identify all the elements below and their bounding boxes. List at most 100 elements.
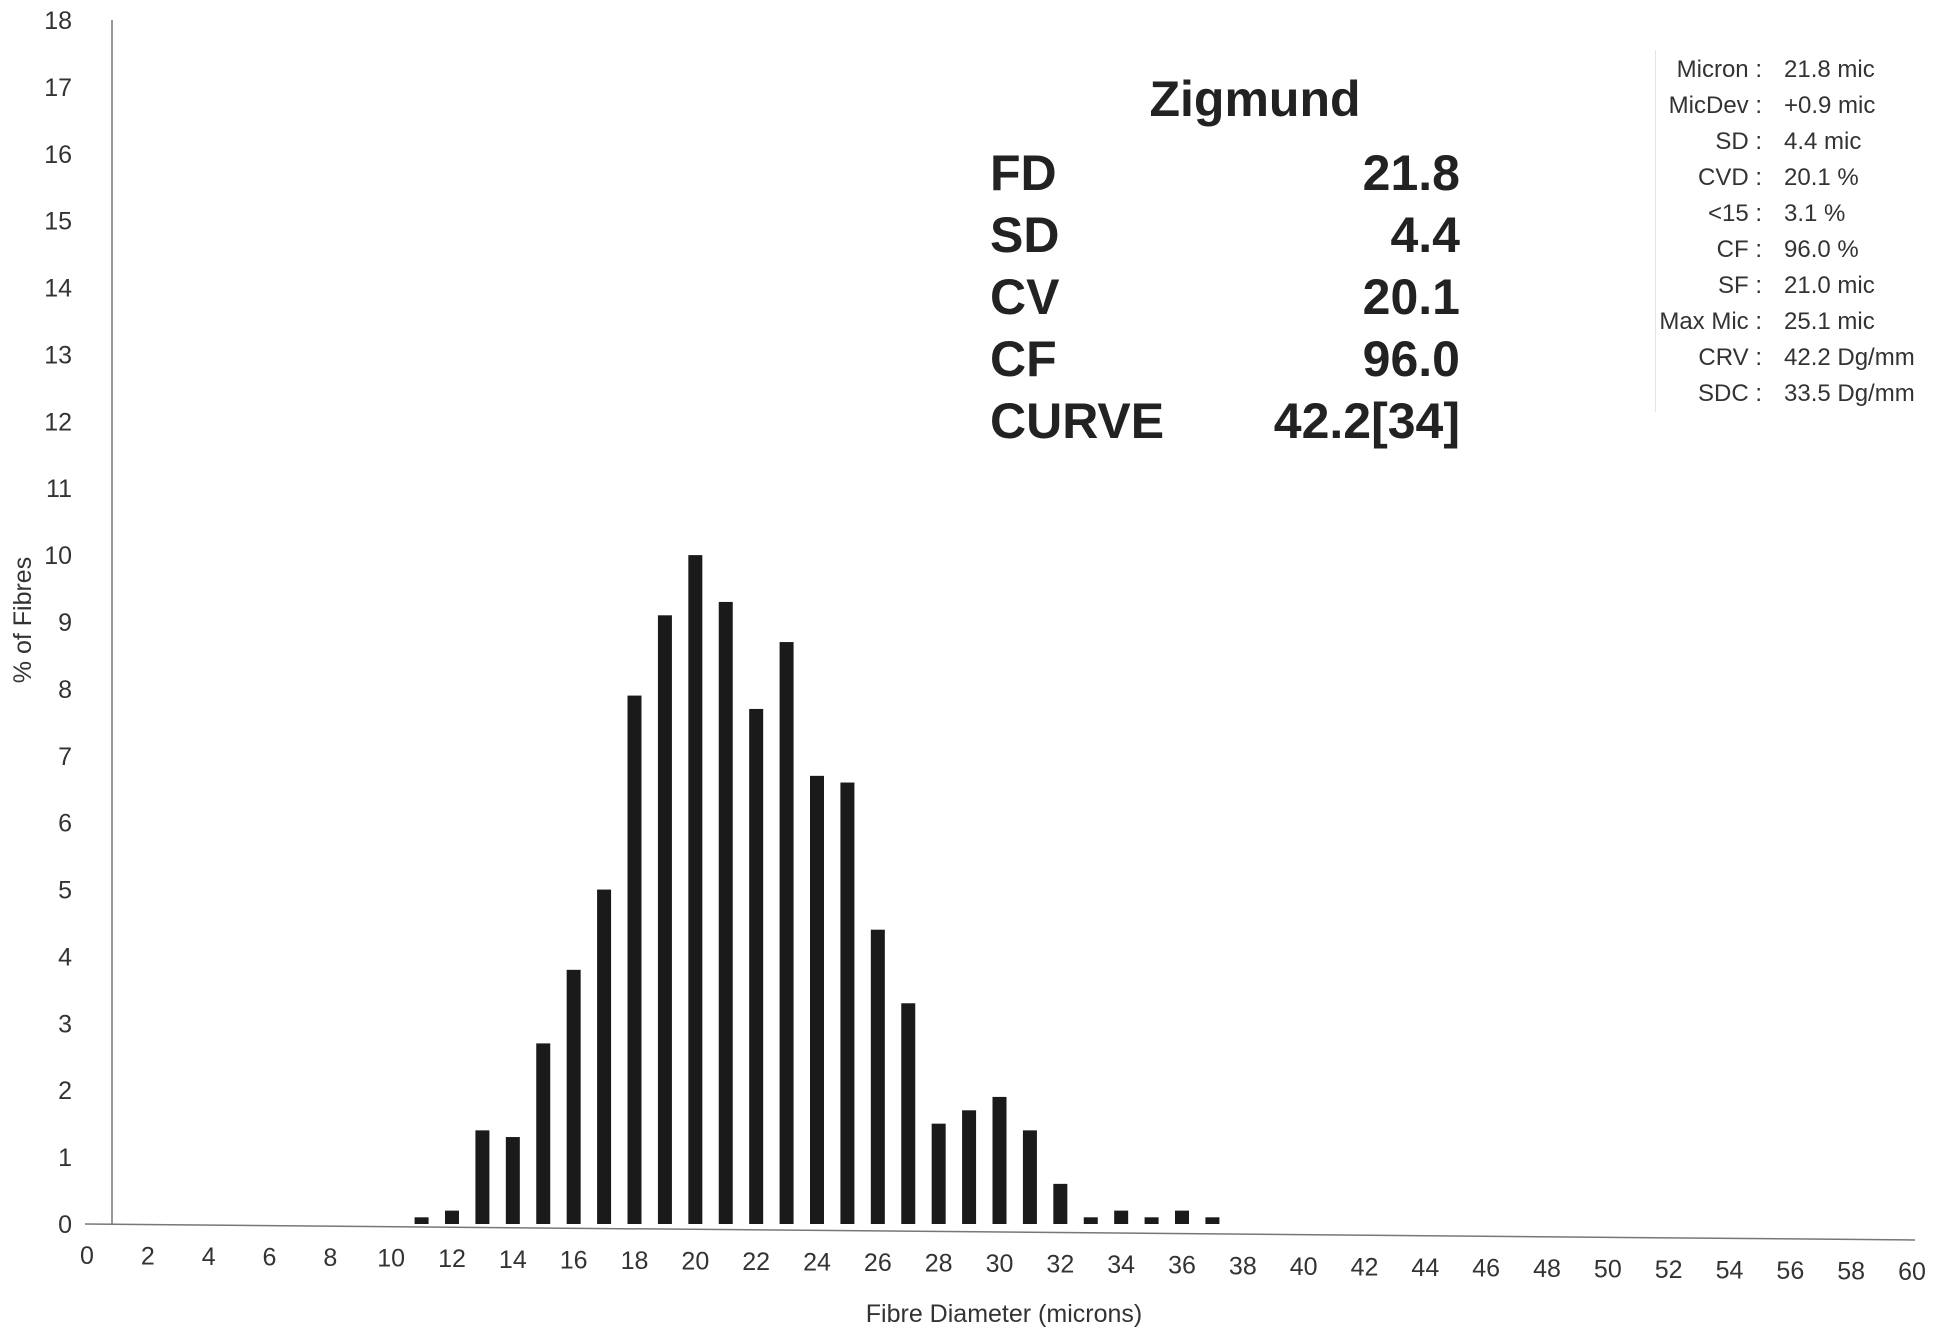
x-tick-label: 24 xyxy=(803,1248,831,1276)
stat-row: <15 : 3.1 % xyxy=(1656,196,1946,232)
stat-label: SF : xyxy=(1717,272,1762,299)
stat-row: CF : 96.0 % xyxy=(1656,232,1946,268)
bar xyxy=(566,969,581,1224)
summary-label: CF xyxy=(990,331,1057,387)
y-tick-label: 1 xyxy=(58,1144,72,1172)
bar xyxy=(931,1123,946,1224)
stat-row: MicDev : +0.9 mic xyxy=(1656,88,1946,124)
summary-box: Zigmund FD 21.8 SD 4.4 CV 20.1 CF 96.0 CURVE 42.2… xyxy=(990,70,1460,452)
stat-value: 33.5 Dg/mm xyxy=(1784,380,1915,407)
bar xyxy=(901,1003,916,1224)
stat-value: 21.0 mic xyxy=(1784,272,1875,299)
stat-value: 20.1 % xyxy=(1784,164,1859,191)
y-tick-label: 2 xyxy=(58,1077,72,1105)
x-tick-label: 60 xyxy=(1898,1258,1926,1286)
x-axis-line xyxy=(84,1223,1916,1241)
summary-value: 21.8 xyxy=(1362,145,1460,201)
summary-rows: FD 21.8 SD 4.4 CV 20.1 CF 96.0 CURVE 42.2[34] xyxy=(990,142,1460,452)
x-tick-label: 16 xyxy=(560,1246,588,1274)
bar xyxy=(718,601,733,1224)
bars-group xyxy=(414,555,1220,1224)
y-tick-label: 18 xyxy=(44,7,72,35)
stat-label: Micron : xyxy=(1676,56,1762,83)
bar xyxy=(962,1110,977,1224)
summary-row: SD 4.4 xyxy=(990,204,1460,266)
bar xyxy=(1114,1210,1129,1224)
x-tick-label: 6 xyxy=(263,1244,277,1272)
x-tick-label: 54 xyxy=(1716,1257,1744,1285)
stats-rows: Micron : 21.8 mic MicDev : +0.9 mic SD : 4.4 … xyxy=(1656,52,1946,412)
y-tick-label: 13 xyxy=(44,341,72,369)
bar xyxy=(1022,1130,1037,1224)
bar xyxy=(597,889,612,1224)
y-tick-label: 11 xyxy=(46,475,72,503)
stat-label: MicDev : xyxy=(1668,92,1762,119)
x-tick-labels: 0 2 4 6 8 10 12 14 16 18 20 22 24 26 28 30 32 34 36 38 40 42 4… xyxy=(80,1242,1926,1286)
bar xyxy=(1205,1217,1220,1224)
summary-label: CURVE xyxy=(990,393,1165,449)
summary-value: 42.2[34] xyxy=(1273,393,1460,449)
y-tick-label: 14 xyxy=(44,275,72,303)
stat-row: SD : 4.4 mic xyxy=(1656,124,1946,160)
y-tick-label: 9 xyxy=(58,609,72,637)
stat-label: SD : xyxy=(1715,128,1762,155)
summary-row: CURVE 42.2[34] xyxy=(990,390,1460,452)
y-tick-label: 7 xyxy=(58,743,72,771)
x-tick-label: 4 xyxy=(202,1243,216,1271)
stat-row: SF : 21.0 mic xyxy=(1656,268,1946,304)
bar xyxy=(1083,1217,1098,1224)
x-tick-label: 58 xyxy=(1837,1258,1865,1286)
stat-label: Max Mic : xyxy=(1659,308,1762,335)
x-tick-label: 56 xyxy=(1776,1257,1804,1285)
summary-label: SD xyxy=(990,207,1060,263)
stats-panel: Micron : 21.8 mic MicDev : +0.9 mic SD : 4.4 … xyxy=(1655,50,1946,412)
bar xyxy=(1175,1210,1189,1224)
x-tick-label: 34 xyxy=(1107,1251,1135,1279)
x-tick-label: 50 xyxy=(1594,1256,1622,1284)
stat-label: CF : xyxy=(1716,236,1762,263)
stat-label: SDC : xyxy=(1697,380,1762,407)
x-tick-label: 0 xyxy=(80,1242,94,1270)
y-tick-label: 0 xyxy=(58,1211,72,1239)
bar xyxy=(445,1210,459,1224)
x-tick-label: 18 xyxy=(621,1247,649,1275)
x-axis-title: Fibre Diameter (microns) xyxy=(866,1300,1142,1328)
bar xyxy=(688,555,703,1224)
stat-label: CVD : xyxy=(1697,164,1762,191)
x-tick-label: 8 xyxy=(323,1244,337,1272)
bar xyxy=(749,708,764,1224)
x-tick-label: 2 xyxy=(141,1243,155,1271)
stat-value: 96.0 % xyxy=(1784,236,1859,263)
bar xyxy=(992,1096,1007,1224)
stat-value: 3.1 % xyxy=(1784,200,1846,227)
bar xyxy=(840,782,855,1224)
summary-value: 4.4 xyxy=(1390,207,1460,263)
y-axis-title: % of Fibres xyxy=(9,557,37,683)
x-tick-label: 36 xyxy=(1168,1252,1196,1280)
stat-value: 42.2 Dg/mm xyxy=(1784,344,1915,371)
y-tick-label: 15 xyxy=(44,208,72,236)
x-tick-label: 40 xyxy=(1290,1253,1318,1281)
y-tick-label: 16 xyxy=(44,141,72,169)
x-tick-label: 26 xyxy=(864,1249,892,1277)
bar xyxy=(536,1043,551,1224)
y-tick-label: 17 xyxy=(44,74,72,102)
y-tick-label: 3 xyxy=(58,1010,72,1038)
bar xyxy=(414,1217,429,1224)
x-tick-label: 30 xyxy=(986,1250,1014,1278)
bar xyxy=(779,642,794,1224)
summary-value: 96.0 xyxy=(1362,331,1460,387)
summary-label: FD xyxy=(990,145,1057,201)
x-tick-label: 10 xyxy=(377,1245,405,1273)
bar xyxy=(475,1130,490,1224)
bar xyxy=(810,775,824,1224)
x-tick-label: 38 xyxy=(1229,1252,1257,1280)
stat-value: 21.8 mic xyxy=(1784,56,1875,83)
stat-label: CRV : xyxy=(1698,344,1762,371)
y-tick-label: 8 xyxy=(58,676,72,704)
x-tick-label: 22 xyxy=(742,1248,770,1276)
bar xyxy=(1053,1183,1068,1224)
bar xyxy=(657,615,672,1224)
